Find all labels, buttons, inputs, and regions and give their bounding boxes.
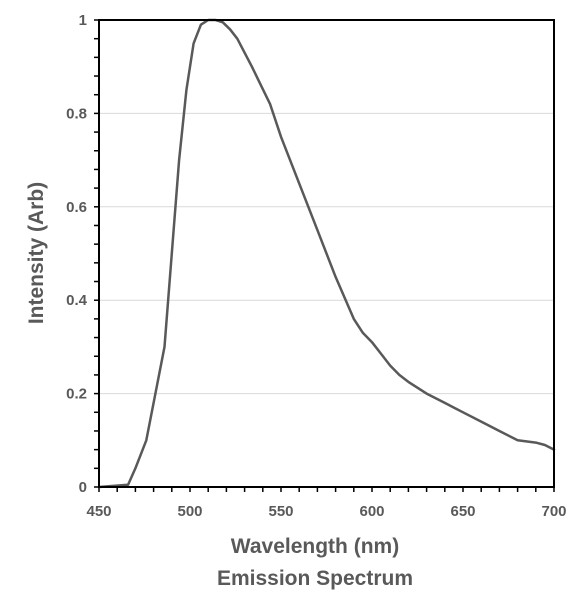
x-tick-label: 700 (541, 503, 566, 520)
x-tick-label: 500 (177, 503, 202, 520)
y-tick-label: 0 (79, 479, 87, 496)
chart-caption: Emission Spectrum (217, 567, 413, 590)
x-tick-label: 450 (86, 503, 111, 520)
y-tick-label: 0.2 (66, 386, 87, 403)
series-layer (97, 18, 556, 489)
x-tick-label: 600 (359, 503, 384, 520)
y-tick-label: 0.8 (66, 105, 87, 122)
x-axis-title: Wavelength (nm) (231, 535, 399, 558)
y-axis-title: Intensity (Arb) (25, 182, 48, 324)
y-tick-label: 0.4 (66, 292, 88, 309)
y-tick-label: 0.6 (66, 199, 87, 216)
emission-curve (97, 18, 556, 489)
ticks (94, 19, 555, 492)
x-tick-label: 550 (268, 503, 293, 520)
tick-labels: 0 0.2 0.4 0.6 0.8 1 450 500 550 600 650 700 (66, 12, 566, 520)
plot-frame (98, 19, 555, 488)
x-tick-label: 650 (450, 503, 475, 520)
y-tick-label: 1 (79, 12, 87, 29)
